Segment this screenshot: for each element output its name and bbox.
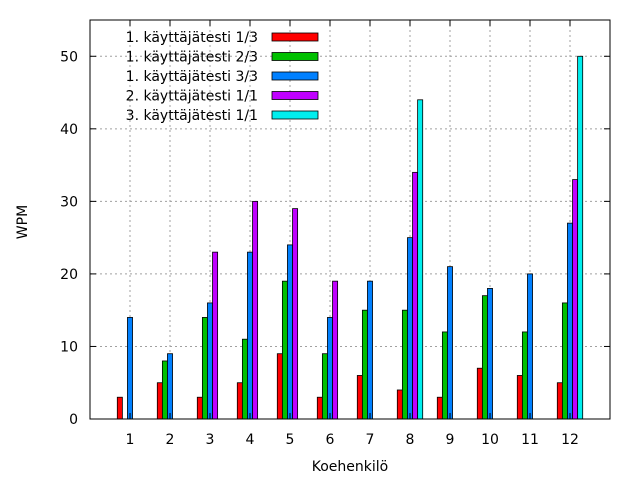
bar <box>236 382 243 420</box>
bar <box>556 382 563 420</box>
bar <box>356 375 363 420</box>
bar <box>156 382 163 420</box>
bar <box>321 353 328 420</box>
bar <box>212 251 219 420</box>
legend-swatch <box>271 110 319 120</box>
legend-label: 1. käyttäjätesti 1/3 <box>126 30 258 46</box>
bar <box>567 222 573 420</box>
bar <box>572 179 579 420</box>
bar <box>417 99 424 420</box>
bar <box>527 273 533 420</box>
bar <box>441 331 448 420</box>
bar <box>396 389 403 420</box>
x-tick-label: 7 <box>366 432 375 448</box>
legend-swatch <box>271 91 319 100</box>
bar <box>407 237 413 420</box>
legend-swatch <box>271 52 319 61</box>
legend-label: 2. käyttäjätesti 1/1 <box>126 89 258 105</box>
bar <box>241 338 248 420</box>
bar <box>447 266 453 420</box>
x-tick-label: 8 <box>406 432 415 448</box>
bar <box>436 396 443 420</box>
x-tick-label: 11 <box>521 432 539 448</box>
bars-layer <box>116 55 584 420</box>
y-tick-label: 10 <box>60 339 78 355</box>
bar <box>367 280 373 420</box>
x-tick-label: 5 <box>286 432 295 448</box>
bar <box>521 331 528 420</box>
grid-layer <box>90 20 610 419</box>
bar <box>287 244 293 420</box>
x-tick-label: 6 <box>326 432 335 448</box>
bar <box>201 317 208 420</box>
x-tick-label: 12 <box>561 432 579 448</box>
legend-label: 1. käyttäjätesti 2/3 <box>126 50 258 66</box>
x-tick-label: 3 <box>206 432 215 448</box>
bar <box>276 353 283 420</box>
bar <box>481 295 488 420</box>
x-tick-label: 2 <box>166 432 175 448</box>
legend-label: 1. käyttäjätesti 3/3 <box>126 69 258 85</box>
legend: 1. käyttäjätesti 1/3 1. käyttäjätesti 2/3… <box>126 30 319 124</box>
legend-swatch <box>271 71 319 81</box>
y-tick-label: 0 <box>69 412 78 428</box>
bar <box>412 171 419 420</box>
bar <box>127 317 133 420</box>
bar <box>196 396 203 420</box>
bar <box>516 375 523 420</box>
bar <box>247 251 253 420</box>
x-axis-title: Koehenkilö <box>312 459 388 475</box>
y-tick-label: 40 <box>60 122 78 138</box>
x-tick-label: 9 <box>446 432 455 448</box>
bar <box>476 367 483 420</box>
bar <box>167 353 173 420</box>
bar <box>281 280 288 420</box>
y-tick-label: 50 <box>60 49 78 65</box>
y-axis-title: WPM <box>15 205 31 239</box>
x-tick-label: 10 <box>481 432 499 448</box>
bar <box>292 208 299 420</box>
bar <box>161 360 168 420</box>
bar <box>561 302 568 420</box>
y-tick-label: 30 <box>60 194 78 210</box>
bar <box>487 288 493 420</box>
bar <box>361 309 368 420</box>
legend-label: 3. käyttäjätesti 1/1 <box>126 108 258 124</box>
bar <box>577 55 584 420</box>
bar <box>401 309 408 420</box>
bar <box>332 280 339 420</box>
bar <box>327 317 333 420</box>
legend-swatch <box>271 32 319 42</box>
bar <box>116 396 123 420</box>
y-tick-label: 20 <box>60 267 78 283</box>
plot-frame <box>89 19 611 420</box>
bar <box>207 302 213 420</box>
x-tick-label: 1 <box>126 432 135 448</box>
bar <box>252 200 259 420</box>
bar <box>316 396 323 420</box>
x-tick-label: 4 <box>246 432 255 448</box>
